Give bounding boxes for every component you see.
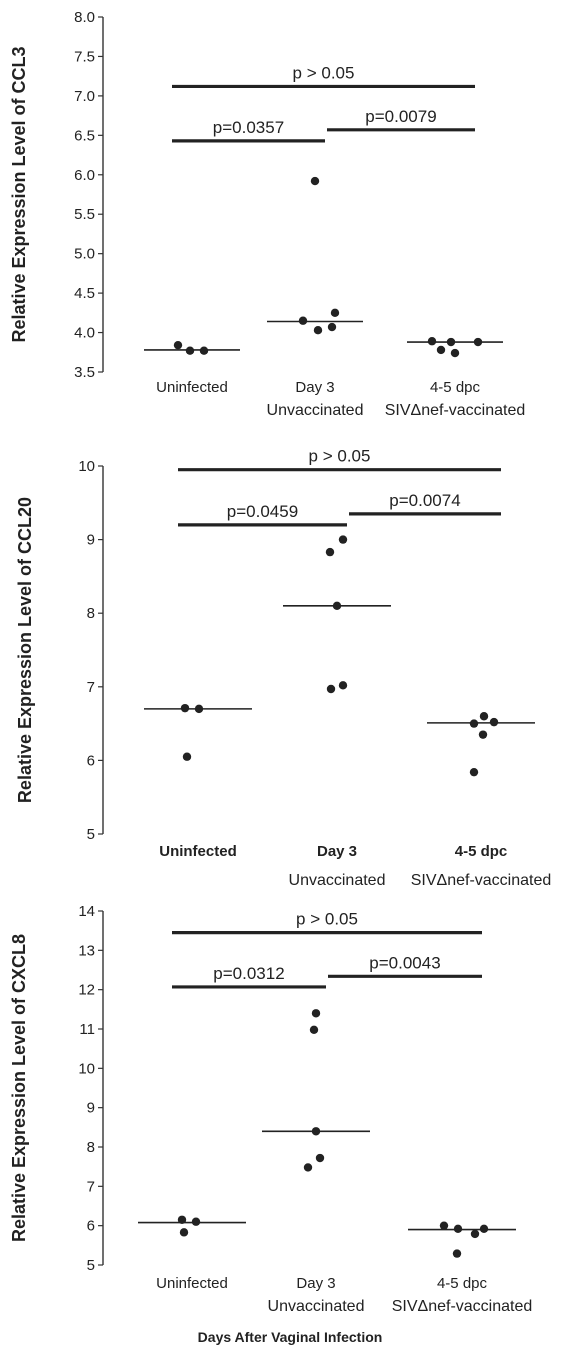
x-category-subtitle: Unvaccinated [267, 402, 364, 419]
y-tick-label: 8 [87, 605, 95, 622]
y-tick-label: 4.0 [74, 325, 95, 342]
y-tick-label: 4.5 [74, 285, 95, 302]
data-point [332, 601, 342, 611]
p-value-label: p > 0.05 [293, 63, 355, 82]
y-tick-label: 5.5 [74, 206, 95, 223]
data-point [338, 535, 348, 544]
y-tick-label: 14 [78, 903, 95, 920]
data-point [450, 348, 460, 358]
y-tick-label: 7.0 [74, 88, 95, 105]
y-tick-label: 9 [87, 532, 95, 549]
data-point [479, 1224, 489, 1234]
y-axis-title: Relative Expression Level of CCL20 [15, 497, 35, 803]
data-point [313, 325, 323, 335]
data-point [427, 337, 437, 346]
data-point [191, 1217, 201, 1226]
y-tick-label: 5 [87, 826, 95, 843]
x-category-label: 4-5 dpc [437, 1275, 488, 1292]
data-point [199, 346, 209, 355]
data-point [311, 1009, 321, 1018]
y-tick-label: 7.5 [74, 48, 95, 65]
data-point [327, 322, 337, 332]
y-tick-label: 6 [87, 1218, 95, 1235]
y-tick-label: 7 [87, 679, 95, 696]
y-tick-label: 6.0 [74, 167, 95, 184]
y-axis-title: Relative Expression Level of CXCL8 [9, 934, 29, 1242]
p-value-label: p=0.0074 [389, 491, 460, 510]
x-category-label: Day 3 [296, 1275, 335, 1292]
data-point [330, 308, 340, 318]
x-category-subtitle: SIVΔnef-vaccinated [385, 402, 526, 419]
y-tick-label: 9 [87, 1100, 95, 1117]
y-tick-label: 11 [79, 1021, 95, 1038]
data-point [173, 340, 183, 350]
data-point [177, 1215, 187, 1224]
data-point [479, 712, 489, 721]
data-point [326, 684, 336, 694]
data-point [452, 1249, 462, 1258]
data-point [325, 547, 335, 557]
x-category-subtitle: SIVΔnef-vaccinated [411, 872, 552, 889]
y-tick-label: 8.0 [74, 9, 95, 26]
data-point [179, 1228, 189, 1237]
y-axis-title: Relative Expression Level of CCL3 [9, 46, 29, 342]
x-category-subtitle: SIVΔnef-vaccinated [392, 1298, 533, 1315]
p-value-label: p=0.0079 [365, 107, 436, 126]
p-value-label: p=0.0043 [369, 953, 440, 972]
data-point [470, 1229, 480, 1239]
y-tick-label: 5 [87, 1257, 95, 1274]
y-tick-label: 12 [78, 982, 95, 999]
data-point [194, 704, 204, 714]
y-tick-label: 13 [78, 942, 95, 959]
data-point [439, 1221, 449, 1230]
data-point [338, 681, 348, 690]
data-point [303, 1163, 313, 1172]
x-category-label: 4-5 dpc [455, 843, 508, 860]
y-tick-label: 10 [78, 1060, 95, 1077]
data-point [185, 346, 195, 355]
x-category-subtitle: Unvaccinated [289, 872, 386, 889]
y-tick-label: 6.5 [74, 127, 95, 144]
data-point [469, 719, 479, 728]
x-category-label: Uninfected [156, 1275, 228, 1292]
data-point [298, 316, 308, 325]
p-value-label: p=0.0459 [227, 502, 298, 521]
x-category-label: Day 3 [295, 379, 334, 396]
y-tick-label: 3.5 [74, 364, 95, 381]
data-point [478, 730, 488, 739]
data-point [310, 176, 320, 186]
x-axis-title: Days After Vaginal Infection [198, 1329, 383, 1345]
p-value-label: p > 0.05 [309, 447, 371, 466]
data-point [469, 767, 479, 777]
x-category-label: Uninfected [156, 379, 228, 396]
data-point [489, 717, 499, 727]
y-tick-label: 6 [87, 752, 95, 769]
x-category-subtitle: Unvaccinated [268, 1298, 365, 1315]
data-point [436, 345, 446, 355]
data-point [311, 1127, 321, 1136]
y-tick-label: 10 [78, 458, 95, 475]
x-category-label: Day 3 [317, 843, 357, 860]
data-point [182, 752, 192, 761]
y-tick-label: 5.0 [74, 246, 95, 263]
data-point [446, 337, 456, 347]
y-tick-label: 7 [87, 1178, 95, 1195]
x-category-label: 4-5 dpc [430, 379, 481, 396]
x-category-label: Uninfected [159, 843, 237, 860]
data-point [309, 1025, 319, 1034]
data-point [453, 1224, 463, 1234]
data-point [315, 1153, 325, 1163]
p-value-label: p=0.0357 [213, 118, 284, 137]
p-value-label: p > 0.05 [296, 910, 358, 929]
p-value-label: p=0.0312 [213, 964, 284, 983]
y-tick-label: 8 [87, 1139, 95, 1156]
data-point [473, 337, 483, 347]
data-point [180, 703, 190, 713]
